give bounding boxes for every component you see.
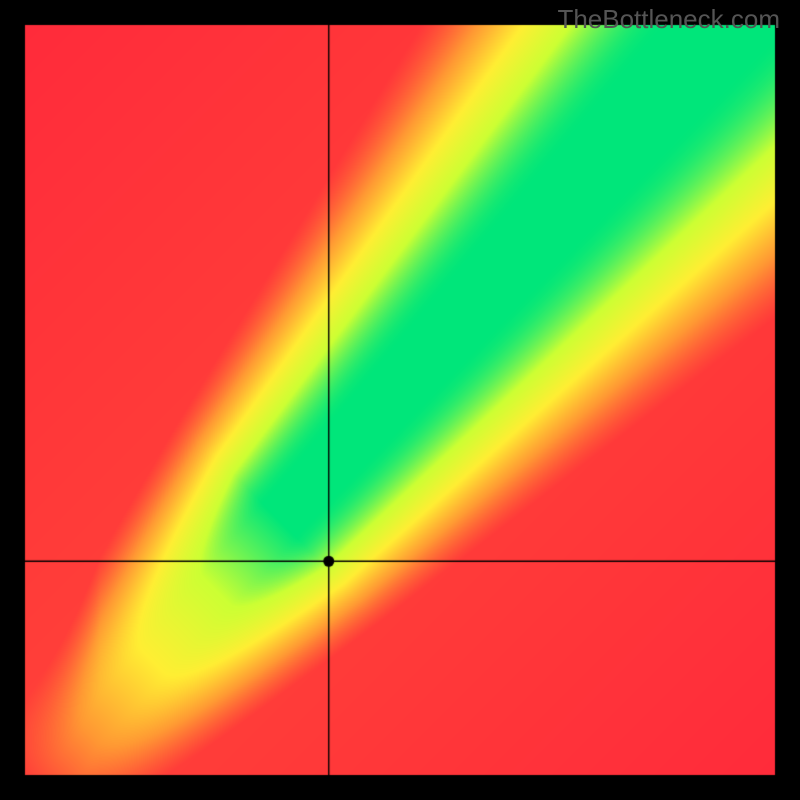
chart-container: TheBottleneck.com: [0, 0, 800, 800]
heatmap-canvas: [0, 0, 800, 800]
watermark-text: TheBottleneck.com: [557, 4, 780, 35]
